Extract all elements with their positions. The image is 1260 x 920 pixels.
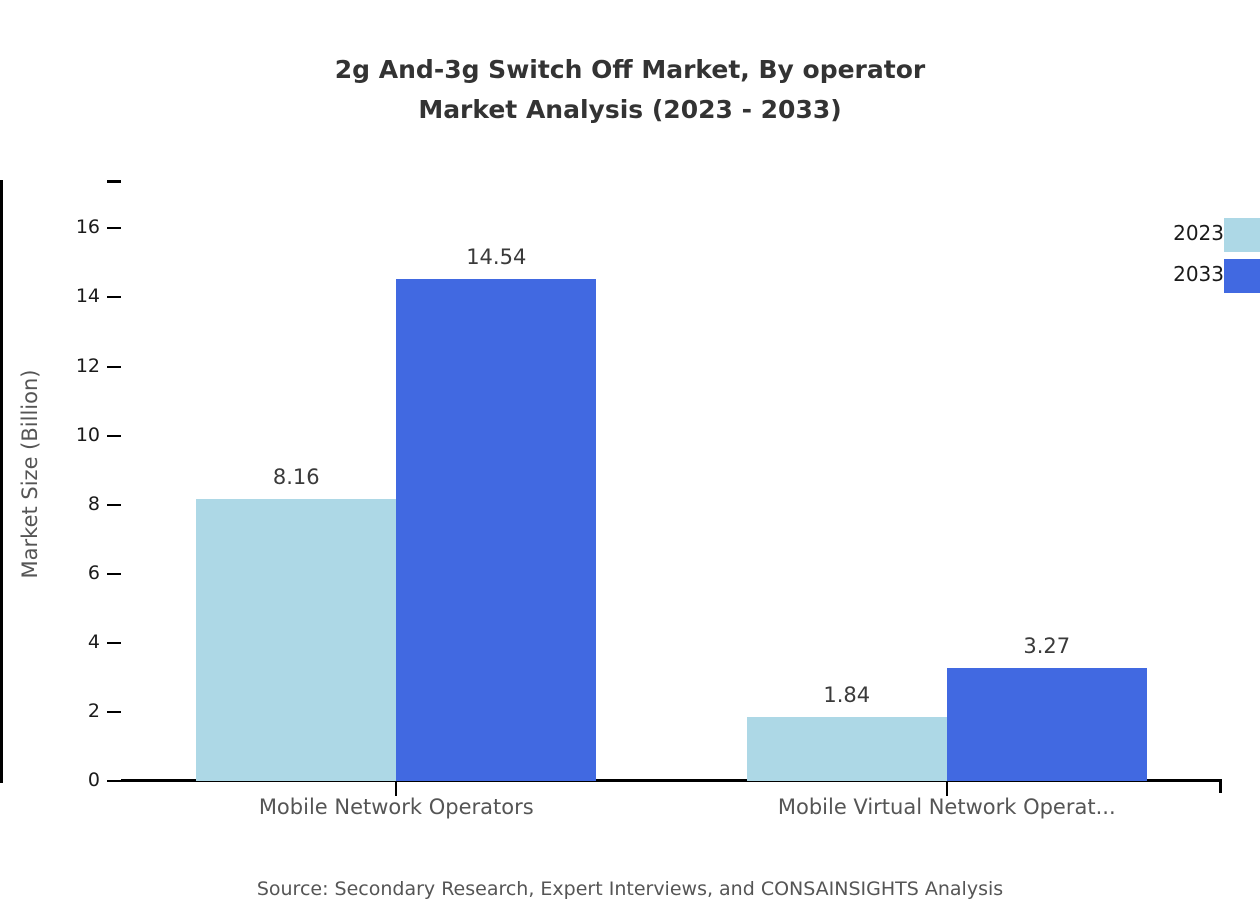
- y-axis-tick-label: 16: [75, 216, 100, 239]
- y-axis-tick-label: 2: [87, 699, 100, 722]
- x-axis-category-label: Mobile Network Operators: [258, 795, 534, 819]
- chart-title-line-1: 2g And-3g Switch Off Market, By operator: [334, 55, 926, 84]
- y-axis-tick: [107, 780, 121, 782]
- y-axis-top-cap: [107, 180, 121, 183]
- y-axis-tick-label: 12: [75, 354, 100, 377]
- chart-legend: 2023 2033: [1100, 212, 1260, 312]
- legend-label: 2023: [1173, 221, 1224, 245]
- y-axis-tick-label: 4: [87, 630, 100, 653]
- x-axis-tick: [395, 782, 398, 796]
- y-axis-tick: [107, 434, 121, 437]
- y-axis-tick: [107, 503, 121, 506]
- y-axis-tick: [107, 296, 121, 299]
- y-axis-tick-label: 14: [75, 285, 100, 308]
- bar-value-label: 1.84: [823, 683, 871, 708]
- bar-2033-1[interactable]: [396, 278, 597, 781]
- x-axis-category-label: Mobile Virtual Network Operat...: [777, 795, 1116, 819]
- legend-swatch: [1224, 259, 1260, 293]
- chart-title-line-2: Market Analysis (2023 - 2033): [418, 95, 842, 124]
- y-axis-tick-label: 8: [87, 492, 100, 515]
- legend-item-2033[interactable]: 2033: [1100, 253, 1260, 293]
- y-axis-tick: [107, 365, 121, 368]
- y-axis-tick: [107, 227, 121, 230]
- x-axis-tick: [945, 782, 948, 796]
- y-axis-line: [0, 180, 3, 783]
- bar-value-label: 14.54: [466, 244, 527, 269]
- x-axis-line: [121, 779, 1222, 782]
- source-note: Source: Secondary Research, Expert Inter…: [256, 878, 1004, 900]
- x-axis-end-cap: [1219, 779, 1222, 793]
- bar-2023-2[interactable]: [746, 717, 947, 781]
- y-axis-tick: [107, 710, 121, 713]
- bar-value-label: 3.27: [1023, 634, 1071, 659]
- bar-2033-2[interactable]: [946, 668, 1147, 781]
- y-axis-tick-label: 10: [75, 423, 100, 446]
- legend-swatch: [1224, 218, 1260, 252]
- y-axis-tick-label: 6: [87, 561, 100, 584]
- chart-title: 2g And-3g Switch Off Market, By operator…: [0, 50, 1260, 130]
- y-axis-tick-label: 0: [87, 769, 100, 791]
- legend-label: 2033: [1173, 262, 1224, 286]
- y-axis-tick: [107, 572, 121, 575]
- legend-item-2023[interactable]: 2023: [1100, 212, 1260, 252]
- bar-value-label: 8.16: [272, 465, 320, 490]
- y-axis-tick: [107, 641, 121, 644]
- bar-2023-1[interactable]: [196, 499, 397, 781]
